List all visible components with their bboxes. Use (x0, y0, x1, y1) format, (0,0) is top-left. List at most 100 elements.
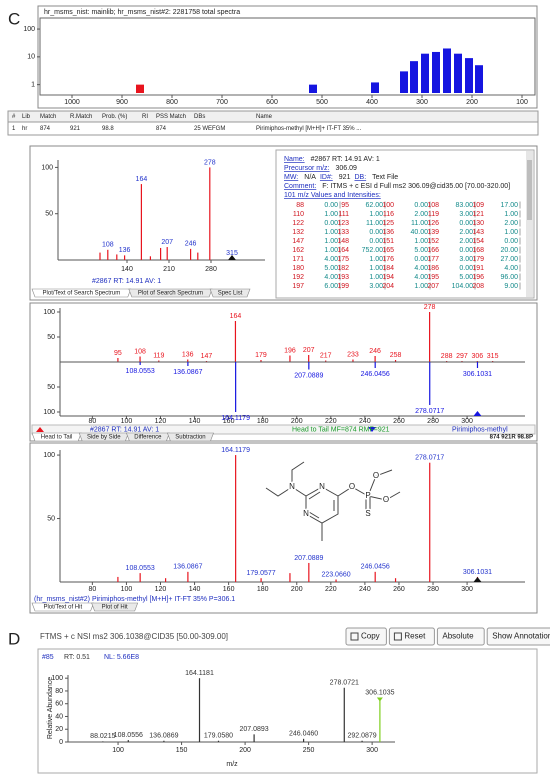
tab[interactable] (128, 288, 213, 298)
scrollbar[interactable] (526, 151, 533, 297)
mz: 208 (472, 283, 484, 290)
intensity: 1.00 (369, 274, 383, 281)
status-text: Pirimiphos-methyl (452, 426, 508, 433)
button-label[interactable]: Show Annotation (492, 632, 550, 641)
x-tick-label: 100 (121, 418, 133, 425)
info-value: Text File (372, 174, 398, 181)
x-tick-label: 280 (427, 586, 439, 593)
nav-up-arrow[interactable] (36, 427, 44, 432)
button[interactable] (345, 627, 387, 646)
tab-label[interactable]: Side by Side (87, 435, 121, 441)
peak-label: 108 (102, 242, 114, 249)
intensity: 3.00 (369, 283, 383, 290)
mz: 108 (427, 202, 439, 209)
info-key: 101 m/z Values and Intensities: (284, 192, 381, 199)
tab[interactable] (31, 288, 132, 298)
intensity: 0.00 (414, 256, 428, 263)
intensity: 3.00 (459, 256, 473, 263)
tab-label[interactable]: Spec List (218, 291, 243, 297)
tab[interactable] (31, 602, 95, 612)
intensity: 83.00 (455, 202, 473, 209)
button-icon[interactable] (393, 632, 402, 641)
button-label[interactable]: Copy (361, 632, 380, 641)
intensity: 104.00 (452, 283, 474, 290)
x-tick-label: 120 (155, 586, 167, 593)
button-label[interactable]: Reset (404, 632, 426, 641)
nav-down-arrow[interactable] (368, 427, 376, 432)
y-tick-label: 50 (47, 515, 55, 522)
peak-label: 108 (134, 348, 146, 355)
bar (443, 48, 451, 93)
tab-label[interactable]: Plot/Text of Search Spectrum (43, 291, 121, 297)
peak-label: 164 (230, 313, 242, 320)
mz: 166 (427, 247, 439, 254)
button[interactable] (486, 627, 550, 646)
info-key: MW: (284, 174, 298, 181)
info-key: Comment: (284, 183, 316, 190)
mz: 147 (292, 238, 304, 245)
bar (421, 53, 429, 93)
table-cell: 874 (40, 126, 51, 132)
info-value: #2867 RT: 14.91 AV: 1 (311, 156, 380, 163)
y-tick-label: 100 (43, 452, 55, 459)
intensity: 2.00 (414, 211, 428, 218)
peak-label: 278.0717 (415, 455, 444, 462)
peak-label: 306.1031 (463, 371, 492, 378)
button-icon[interactable] (350, 632, 359, 641)
peak-label: 207 (303, 347, 315, 354)
peak-label: 306.1031 (463, 569, 492, 576)
tab[interactable] (166, 432, 214, 442)
peak-label: 246.0460 (289, 731, 318, 738)
tab-label[interactable]: Plot/Text of Hit (43, 605, 82, 611)
x-tick-label: 1000 (64, 99, 80, 106)
mz: 186 (427, 265, 439, 272)
mz: 179 (472, 256, 484, 263)
tab[interactable] (78, 432, 129, 442)
mz: 100 (382, 202, 394, 209)
info-line: Precursor m/z: 306.09 (284, 165, 357, 172)
intensity: 11.00 (411, 220, 428, 227)
intensity: 3.00 (459, 211, 473, 218)
bar (465, 58, 473, 93)
scan-info: #85 (42, 654, 54, 661)
precursor-marker (473, 577, 482, 582)
tab-label[interactable]: Plot of Search Spectrum (138, 291, 203, 297)
scrollbar-thumb[interactable] (527, 160, 532, 220)
tab-label[interactable]: Plot of Hit (102, 605, 128, 611)
panel-label: D (8, 629, 20, 648)
button[interactable] (436, 627, 485, 646)
tab-label[interactable]: Subtraction (175, 435, 205, 441)
intensity: 4.00 (324, 256, 338, 263)
mz: 197 (292, 283, 304, 290)
mz: 162 (292, 247, 304, 254)
tab-label[interactable]: Difference (134, 435, 162, 441)
mz: 130 (472, 220, 484, 227)
button[interactable] (388, 627, 435, 646)
peak-label: 246 (185, 241, 197, 248)
mz: 122 (292, 220, 304, 227)
button-label[interactable]: Absolute (442, 632, 474, 641)
x-tick-label: 200 (239, 747, 251, 754)
intensity: 9.00 (504, 283, 518, 290)
info-line: Name: #2867 RT: 14.91 AV: 1 (284, 156, 380, 163)
atom-label: O (373, 471, 379, 480)
mz: 176 (382, 256, 394, 263)
x-tick-label: 80 (88, 418, 96, 425)
tab[interactable] (125, 432, 170, 442)
peak-label: 306.1035 (365, 689, 394, 696)
mz: 139 (427, 229, 439, 236)
peak-label: 278.0717 (415, 408, 444, 415)
info-value: F: ITMS + c ESI d Full ms2 306.09@cid35.… (322, 183, 510, 190)
peak-label: 108.0553 (126, 565, 155, 572)
spectrum-caption: #2867 RT: 14.91 AV: 1 (92, 278, 161, 285)
tab[interactable] (91, 602, 139, 612)
y-tick-label: 1 (31, 81, 35, 88)
tab[interactable] (209, 288, 251, 298)
mz: 180 (292, 265, 304, 272)
tab-label[interactable]: Head to Tail (41, 435, 73, 441)
peak-label: 297 (456, 353, 468, 360)
intensity: 1.00 (324, 238, 338, 245)
y-tick-label: 100 (43, 409, 55, 416)
y-tick-label: 0 (59, 739, 63, 746)
tab[interactable] (31, 432, 82, 442)
